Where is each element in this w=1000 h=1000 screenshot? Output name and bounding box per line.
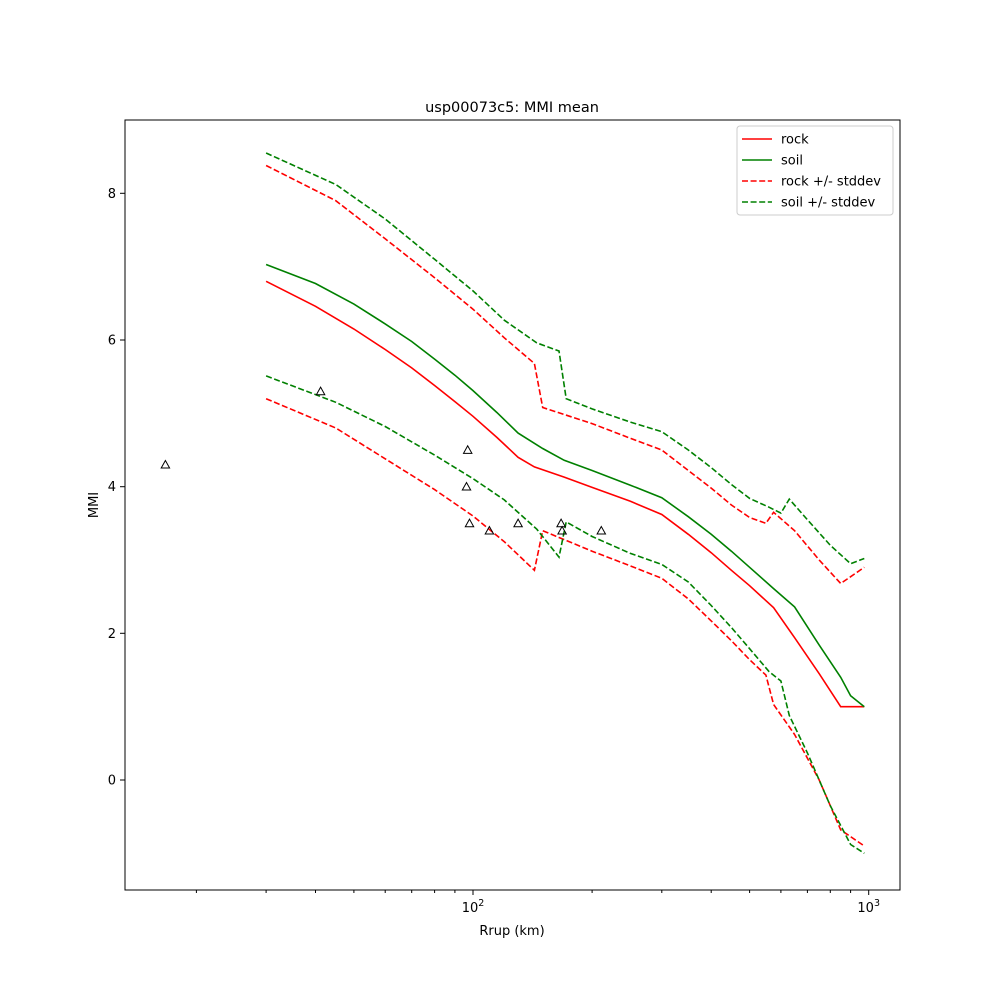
legend-label: rock [781,133,809,148]
x-axis: 102 103 [195,890,880,916]
x-axis-label: Rrup (km) [479,924,544,939]
observation-marker [160,459,171,469]
series-line-0 [265,280,865,708]
y-tick-label: 2 [108,627,116,642]
plot-area-frame [124,119,901,891]
legend-label: soil +/- stddev [781,196,876,211]
observation-marker [513,518,524,528]
observation-marker [315,386,326,396]
observation-marker [557,525,568,535]
observation-marker [484,525,495,535]
series-line-2 [265,164,865,585]
y-axis: 0 2 4 6 8 [108,187,125,789]
observation-marker [556,518,567,528]
series-line-4 [265,152,865,565]
observation-marker [596,525,607,535]
legend-label: soil [781,154,803,169]
chart-title: usp00073c5: MMI mean [425,100,599,116]
observation-marker [464,518,475,528]
y-tick-label: 8 [108,187,116,202]
plot-markers [160,386,607,535]
series-line-1 [265,263,865,708]
legend: rock soil rock +/- stddev soil +/- stddev [736,125,894,216]
y-tick-label: 6 [108,334,116,349]
series-line-5 [265,375,865,854]
x-tick-label: 103 [857,898,880,916]
y-tick-label: 4 [108,480,116,495]
series-line-3 [265,397,865,847]
legend-label: rock +/- stddev [781,175,881,190]
observation-marker [461,481,472,491]
y-axis-label: MMI [87,492,102,518]
plot-lines [265,152,865,854]
x-tick-label: 102 [462,898,485,916]
y-tick-label: 0 [108,774,116,789]
observation-marker [462,444,473,454]
legend-box [736,125,894,216]
